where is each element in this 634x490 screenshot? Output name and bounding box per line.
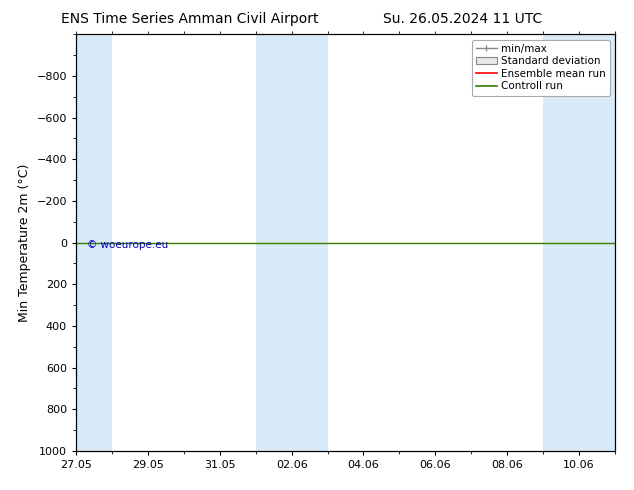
Legend: min/max, Standard deviation, Ensemble mean run, Controll run: min/max, Standard deviation, Ensemble me… xyxy=(472,40,610,96)
Text: Su. 26.05.2024 11 UTC: Su. 26.05.2024 11 UTC xyxy=(383,12,543,26)
Y-axis label: Min Temperature 2m (°C): Min Temperature 2m (°C) xyxy=(18,163,31,322)
Bar xyxy=(76,34,112,451)
Bar xyxy=(256,34,328,451)
Text: ENS Time Series Amman Civil Airport: ENS Time Series Amman Civil Airport xyxy=(61,12,319,26)
Text: © woeurope.eu: © woeurope.eu xyxy=(87,240,168,249)
Bar xyxy=(543,34,615,451)
